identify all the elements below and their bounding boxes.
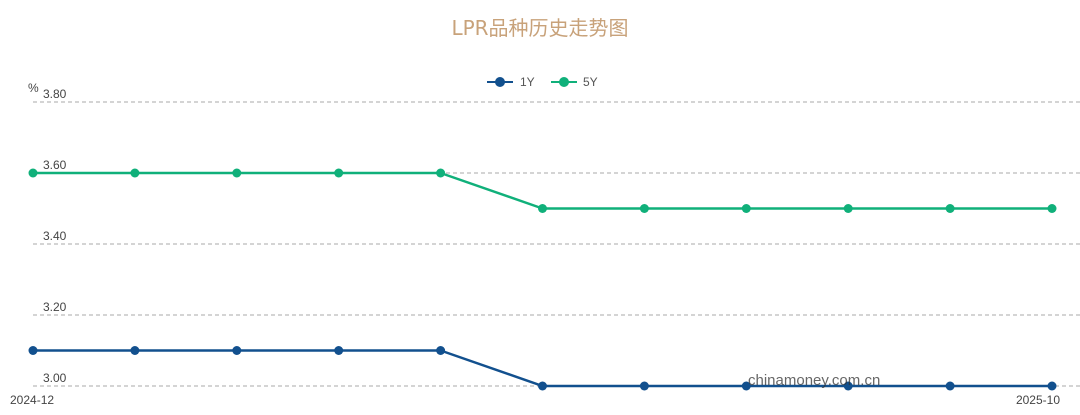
data-point-5y[interactable] (232, 168, 242, 178)
data-point-5y[interactable] (945, 204, 955, 213)
series-lines (28, 168, 1057, 391)
data-point-5y[interactable] (130, 168, 140, 178)
y-tick-label: 3.80 (43, 87, 67, 101)
x-tick-label-end: 2025-10 (1016, 393, 1060, 407)
legend-1y-marker (495, 77, 505, 87)
y-tick-label: 3.00 (43, 371, 67, 385)
legend-1y-label: 1Y (520, 75, 535, 89)
legend-item-5y[interactable]: 5Y (551, 75, 598, 89)
data-point-5y[interactable] (741, 204, 751, 213)
data-point-1y[interactable] (945, 381, 955, 391)
data-point-1y[interactable] (232, 346, 242, 355)
data-point-1y[interactable] (1047, 381, 1057, 391)
y-tick-labels: 3.00 3.20 3.40 3.60 3.80 (43, 87, 67, 385)
legend-item-1y[interactable]: 1Y (487, 75, 535, 89)
chart-title: LPR品种历史走势图 (451, 16, 628, 40)
data-point-1y[interactable] (130, 346, 140, 355)
data-point-5y[interactable] (1047, 204, 1057, 213)
series-line-1y (33, 349, 1052, 388)
y-axis-unit: % (28, 81, 39, 95)
data-point-1y[interactable] (436, 346, 446, 355)
legend-5y-label: 5Y (583, 75, 598, 89)
data-point-1y[interactable] (843, 381, 853, 391)
data-point-5y[interactable] (436, 168, 446, 178)
legend-5y-marker (559, 77, 569, 87)
data-point-5y[interactable] (334, 168, 344, 178)
data-point-1y[interactable] (538, 381, 547, 391)
data-point-5y[interactable] (639, 204, 649, 213)
data-point-5y[interactable] (28, 168, 38, 178)
series-line-5y (33, 171, 1052, 210)
data-point-1y[interactable] (741, 381, 751, 391)
legend: 1Y 5Y (487, 75, 598, 89)
y-tick-label: 3.20 (43, 300, 67, 314)
watermark: chinamoney.com.cn (748, 372, 880, 389)
data-point-1y[interactable] (28, 346, 38, 355)
x-tick-label-start: 2024-12 (10, 393, 54, 407)
y-tick-label: 3.60 (43, 158, 67, 172)
data-point-1y[interactable] (334, 346, 344, 355)
grid-lines (33, 101, 1080, 387)
data-point-1y[interactable] (639, 381, 649, 391)
data-point-5y[interactable] (538, 204, 547, 213)
y-tick-label: 3.40 (43, 229, 67, 243)
data-point-5y[interactable] (843, 204, 853, 213)
